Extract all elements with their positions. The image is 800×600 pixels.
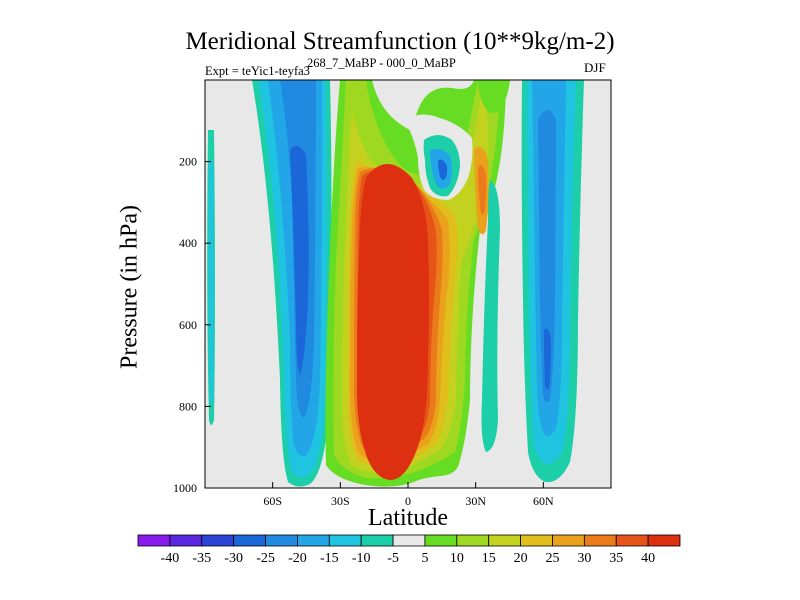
colorbar-label: -10: [352, 551, 371, 566]
colorbar-swatch: [233, 534, 266, 547]
y-tick-label: 600: [179, 318, 197, 332]
colorbar-swatch: [583, 534, 617, 547]
contour-40n-cyan: [481, 180, 500, 452]
colorbar-swatch: [615, 534, 649, 547]
colorbar-swatch: [424, 534, 458, 547]
x-axis-label: Latitude: [368, 505, 448, 531]
experiment-label: Expt = teYic1-teyfa3: [205, 64, 310, 78]
contour-fills: [207, 80, 584, 487]
y-tick-label: 800: [179, 399, 197, 413]
contour-south-5: [290, 146, 309, 375]
colorbar-label: 15: [482, 551, 496, 566]
colorbar-label: 5: [421, 551, 428, 566]
colorbar-label: -35: [192, 551, 211, 566]
colorbar-label: -30: [224, 551, 243, 566]
colorbar-label: -15: [320, 551, 339, 566]
x-axis: 60S 30S 0 30N 60N: [263, 482, 554, 508]
colorbar-swatch: [169, 534, 203, 547]
colorbar-swatch: [360, 534, 394, 547]
colorbar-label: -25: [256, 551, 275, 566]
colorbar-swatch: [328, 534, 362, 547]
colorbar-label: -40: [161, 551, 180, 566]
y-tick-label: 1000: [173, 481, 197, 495]
colorbar-swatch: [137, 534, 171, 547]
x-tick-label: 60S: [263, 494, 282, 508]
contour-35n-green: [478, 80, 510, 114]
y-tick-label: 400: [179, 236, 197, 250]
y-tick-label: 200: [179, 155, 197, 169]
contour-far-south-inner: [208, 160, 214, 403]
colorbar-label: 40: [641, 551, 655, 566]
colorbar-swatch: [392, 534, 426, 547]
contour-upper-n-4: [438, 159, 448, 180]
colorbar-label: -20: [288, 551, 307, 566]
colorbar: -40 -35 -30 -25 -20 -15 -10 -5 5 10 15 20 25 30 35 40: [137, 534, 681, 566]
colorbar-label: -5: [387, 551, 399, 566]
colorbar-label: 10: [450, 551, 464, 566]
colorbar-swatch: [647, 534, 681, 547]
colorbar-swatch: [265, 534, 298, 547]
season-label: DJF: [584, 60, 606, 75]
colorbar-label: 20: [514, 551, 528, 566]
chart-title: Meridional Streamfunction (10**9kg/m-2): [185, 28, 615, 55]
colorbar-swatch: [552, 534, 585, 547]
y-axis: 200 400 600 800 1000: [173, 155, 211, 495]
colorbar-label: 25: [545, 551, 559, 566]
x-tick-label: 60N: [533, 494, 554, 508]
colorbar-swatch: [520, 534, 553, 547]
x-tick-label: 30N: [465, 494, 486, 508]
experiment-period-label: 268_7_MaBP - 000_0_MaBP: [307, 56, 456, 70]
contour-north-5: [544, 328, 551, 390]
contour-north-4: [538, 110, 556, 403]
colorbar-swatch: [456, 534, 490, 547]
x-tick-label: 30S: [331, 494, 350, 508]
colorbar-swatch: [488, 534, 521, 547]
contour-trop-core: [356, 164, 429, 480]
x-tick-label: 0: [405, 494, 411, 508]
colorbar-swatch: [297, 534, 330, 547]
colorbar-label: 30: [577, 551, 591, 566]
colorbar-label: 35: [609, 551, 623, 566]
colorbar-swatch: [201, 534, 235, 547]
contour-25n-core: [478, 165, 487, 215]
